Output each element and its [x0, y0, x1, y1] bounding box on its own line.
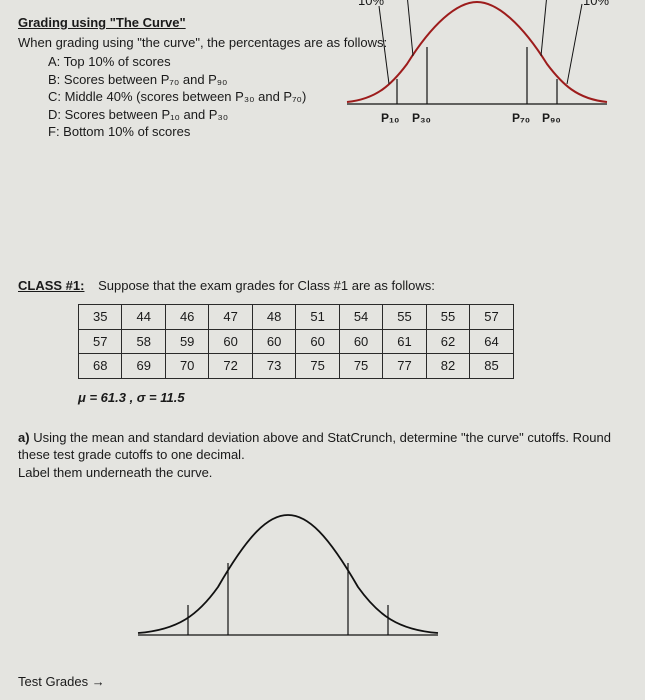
reference-curve-diagram: 10% 20% 40% 20% 10% P₁₀ P₃₀ P₇₀ P₉₀ — [337, 0, 617, 164]
table-row: 35444647485154555557 — [79, 305, 514, 330]
table-cell: 55 — [426, 305, 469, 330]
pct-10-left: 10% — [358, 0, 384, 10]
table-cell: 35 — [79, 305, 122, 330]
table-row: 57585960606060616264 — [79, 329, 514, 354]
pct-10-right: 10% — [583, 0, 609, 10]
class1-text: Suppose that the exam grades for Class #… — [98, 278, 435, 293]
tick-p10: P₁₀ — [381, 110, 399, 126]
table-cell: 60 — [209, 329, 252, 354]
grades-table: 3544464748515455555757585960606060616264… — [78, 304, 514, 379]
table-cell: 68 — [79, 354, 122, 379]
tick-p70: P₇₀ — [512, 110, 530, 126]
table-cell: 60 — [296, 329, 339, 354]
table-cell: 82 — [426, 354, 469, 379]
class1-label: CLASS #1: — [18, 277, 84, 295]
table-cell: 57 — [470, 305, 513, 330]
stats-line: μ = 61.3 , σ = 11.5 — [78, 389, 627, 407]
tick-p30: P₃₀ — [412, 110, 431, 126]
table-cell: 54 — [339, 305, 382, 330]
question-a: a) Using the mean and standard deviation… — [18, 429, 627, 482]
table-cell: 55 — [383, 305, 426, 330]
table-cell: 75 — [296, 354, 339, 379]
blank-curve-diagram — [118, 495, 458, 665]
table-cell: 73 — [252, 354, 295, 379]
table-cell: 48 — [252, 305, 295, 330]
table-row: 68697072737575778285 — [79, 354, 514, 379]
table-cell: 85 — [470, 354, 513, 379]
table-cell: 60 — [252, 329, 295, 354]
blank-curve-svg — [118, 495, 458, 645]
x-axis-label: Test Grades → — [18, 673, 627, 691]
qa-text: Using the mean and standard deviation ab… — [18, 430, 611, 480]
table-cell: 69 — [122, 354, 165, 379]
table-cell: 58 — [122, 329, 165, 354]
table-cell: 61 — [383, 329, 426, 354]
table-cell: 64 — [470, 329, 513, 354]
table-cell: 47 — [209, 305, 252, 330]
table-cell: 60 — [339, 329, 382, 354]
table-cell: 75 — [339, 354, 382, 379]
table-cell: 46 — [165, 305, 208, 330]
table-cell: 57 — [79, 329, 122, 354]
qa-label: a) — [18, 430, 30, 445]
table-cell: 59 — [165, 329, 208, 354]
table-cell: 62 — [426, 329, 469, 354]
table-cell: 51 — [296, 305, 339, 330]
tick-p90: P₉₀ — [542, 110, 561, 126]
table-cell: 72 — [209, 354, 252, 379]
table-cell: 70 — [165, 354, 208, 379]
reference-curve-svg — [337, 0, 617, 124]
table-cell: 77 — [383, 354, 426, 379]
table-cell: 44 — [122, 305, 165, 330]
